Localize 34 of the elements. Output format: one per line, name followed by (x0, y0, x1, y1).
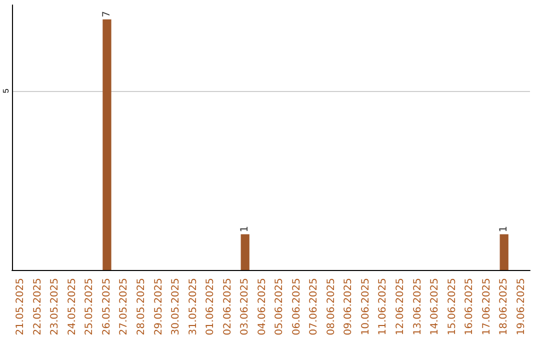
x-tick-label: 05.06.2025 (274, 278, 286, 336)
x-tick-label: 13.06.2025 (412, 278, 424, 336)
data-label: 7 (101, 10, 112, 18)
x-tick-label: 12.06.2025 (395, 278, 406, 336)
x-tick-label: 16.06.2025 (464, 278, 476, 336)
x-tick-label: 11.06.2025 (378, 278, 389, 336)
data-label: 1 (498, 226, 510, 232)
x-tick-label: 26.05.2025 (101, 278, 112, 336)
x-tick-label: 06.06.2025 (291, 278, 302, 336)
x-tick-label: 31.05.2025 (188, 278, 199, 336)
x-tick-label: 18.06.2025 (498, 278, 510, 336)
x-tick-label: 01.06.2025 (205, 278, 216, 336)
x-tick-label: 22.05.2025 (32, 278, 44, 336)
x-tick-label: 15.06.2025 (446, 278, 458, 336)
x-tick-label: 19.06.2025 (516, 278, 527, 336)
x-tick-label: 28.05.2025 (136, 278, 147, 336)
x-tick-label: 14.06.2025 (430, 278, 441, 336)
y-tick-label: 5 (2, 88, 10, 94)
x-tick-label: 27.05.2025 (118, 278, 130, 336)
x-tick-label: 21.05.2025 (15, 278, 26, 336)
x-tick-label: 30.05.2025 (170, 278, 182, 336)
x-tick-label: 08.06.2025 (326, 278, 337, 336)
data-label: 1 (240, 226, 251, 232)
x-tick-label: 29.05.2025 (153, 278, 164, 336)
x-tick-label: 09.06.2025 (343, 278, 354, 336)
x-tick-label: 02.06.2025 (222, 278, 234, 336)
x-tick-label: 10.06.2025 (360, 278, 372, 336)
x-tick-label: 07.06.2025 (308, 278, 320, 336)
x-tick-label: 17.06.2025 (481, 278, 492, 336)
x-tick-label: 25.05.2025 (84, 278, 96, 336)
x-tick-label: 03.06.2025 (240, 278, 251, 336)
x-tick-label: 23.05.2025 (50, 278, 61, 336)
x-tick-label: 04.06.2025 (256, 278, 268, 336)
x-tick-label: 24.05.2025 (66, 278, 78, 336)
